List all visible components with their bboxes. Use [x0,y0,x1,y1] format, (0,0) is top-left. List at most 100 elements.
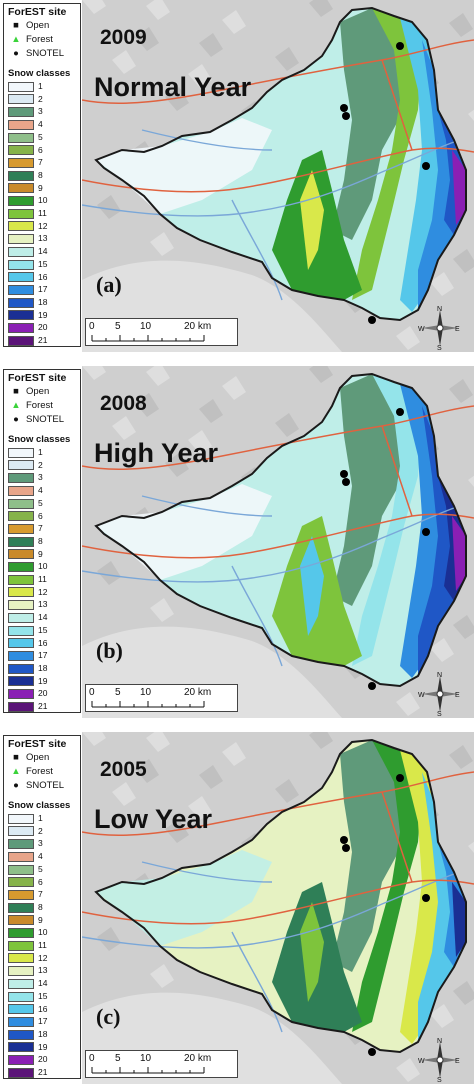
hillshade-ridge [430,1004,454,1028]
panel-year: 2009 [100,26,147,49]
hillshade-ridge [449,13,473,37]
compass-w: W [418,1058,425,1065]
legend-swatch [8,889,34,900]
legend-swatch [8,272,34,283]
legend-site-label: Open [26,20,50,31]
legend-site-open: ■ Open [10,20,49,31]
hillshade-ridge [150,232,174,256]
legend-class-row: 1 [8,447,43,458]
legend-class-row: 4 [8,485,43,496]
legend-swatch [8,1004,34,1015]
basin-map [82,366,474,718]
compass-s: S [437,1077,442,1082]
hillshade-ridge [165,819,189,843]
hillshade-ridge [97,561,121,585]
snotel-site [342,112,350,120]
rivers [82,129,455,301]
legend-class-label: 9 [38,914,43,925]
legend-swatch [8,940,34,951]
legend-swatch [8,978,34,989]
legend-class-label: 5 [38,131,43,142]
map-area [82,732,474,1084]
snotel-site [396,408,404,416]
snotel-site [342,478,350,486]
legend-class-label: 14 [38,246,48,257]
legend-swatch [8,650,34,661]
legend-class-label: 18 [38,1028,48,1039]
snotel-site [340,470,348,478]
legend-class-label: 13 [38,233,48,244]
legend-swatch [8,157,34,168]
legend-snow-title: Snow classes [8,800,71,811]
scale-tick-label: 10 [140,1053,152,1064]
hillshade-ridge [449,745,473,769]
legend-class-row: 8 [8,170,43,181]
legend-class-row: 19 [8,1042,47,1053]
hillshade-ridge [222,376,246,400]
scale-bar: 0 5 10 20 km [85,318,238,346]
hillshade-ridge [135,759,159,783]
basin-boundary [94,372,467,688]
compass-n: N [437,672,442,679]
hillshade-ridge [430,272,454,296]
circle-icon: ● [13,414,19,425]
basin-outline [94,738,467,1054]
legend-site-label: Forest [26,400,53,411]
legend-swatch [8,447,34,458]
legend-swatch [8,902,34,913]
snow-zone-higher [418,406,466,676]
legend-class-row: 16 [8,638,47,649]
legend-class-label: 12 [38,952,48,963]
scale-tick-label: 10 [140,687,152,698]
legend-class-label: 1 [38,813,43,823]
legend-class-row: 17 [8,1016,47,1027]
panel-year: 2005 [100,758,147,781]
legend-site-label: SNOTEL [26,48,65,59]
hillshade-ridge [112,50,136,74]
snotel-sites [340,42,430,324]
legend-class-label: 19 [38,309,48,320]
river-main [82,873,455,949]
legend-swatch [8,323,34,334]
legend-class-row: 11 [8,940,47,951]
legend-class-row: 13 [8,599,47,611]
legend-class-label: 3 [38,472,43,483]
legend-swatch [8,170,34,181]
legend-class-row: 13 [8,965,47,977]
legend-class-row: 20 [8,1054,47,1066]
legend-class-row: 18 [8,663,47,674]
square-icon: ■ [13,386,19,397]
legend-swatch [8,511,34,522]
legend-swatch [8,991,34,1002]
legend-class-label: 6 [38,510,43,521]
legend-class-label: 2 [38,459,43,470]
snotel-sites [340,774,430,1056]
legend-site-label: SNOTEL [26,780,65,791]
map-legend: ForEST site ■ Open ▲ Forest ● SNOTEL Snow c… [3,3,81,347]
hillshade-ridge [135,27,159,51]
scale-bar-ticks [91,1067,205,1074]
legend-class-row: 6 [8,511,43,522]
map-area [82,366,474,718]
snotel-site [368,1048,376,1056]
legend-class-row: 11 [8,574,47,585]
legend-swatch [8,549,34,560]
legend-class-row: 16 [8,272,47,283]
road-link [381,59,413,151]
hillshade-ridge [449,379,473,403]
compass-e: E [455,326,460,333]
legend-swatch [8,107,34,118]
legend-swatch [8,826,34,837]
legend-class-label: 1 [38,81,43,91]
legend-swatch [8,864,34,875]
legend-class-label: 21 [38,701,48,711]
legend-swatch [8,259,34,270]
scale-tick-label: 20 km [184,687,212,698]
legend-class-row: 14 [8,978,47,989]
legend-class-label: 11 [38,940,47,950]
legend-swatch [8,877,34,888]
snow-zone-higher [418,772,466,1042]
scale-tick-label: 20 km [184,321,212,332]
hillshade-ridge [199,765,223,789]
legend-class-row: 12 [8,953,47,964]
